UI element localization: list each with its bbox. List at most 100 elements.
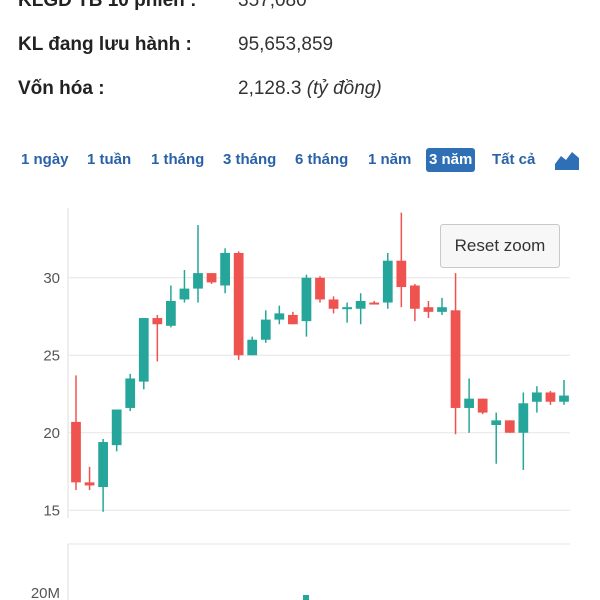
candle: [301, 274, 312, 337]
y-axis-ticks: 15 20 25 30: [43, 270, 60, 520]
y-tick-label: 15: [43, 502, 60, 519]
candle-body: [477, 398, 488, 413]
candle-body: [410, 285, 420, 309]
candle-body: [274, 313, 285, 320]
candle-body: [396, 260, 407, 288]
candle: [206, 273, 217, 284]
range-1-month-button[interactable]: 1 tháng: [151, 151, 205, 168]
candle: [491, 412, 502, 464]
candle: [152, 314, 163, 362]
candle: [423, 301, 434, 319]
candle: [355, 293, 366, 325]
candle: [260, 310, 271, 343]
candle-body: [233, 252, 244, 356]
candle-body: [504, 420, 515, 433]
volume-tick-label: 20M: [31, 585, 60, 600]
candle: [328, 296, 339, 314]
candle-body: [301, 277, 312, 322]
candle: [369, 301, 380, 305]
candle: [138, 318, 149, 390]
candle: [342, 302, 352, 323]
range-selector: 1 ngày 1 tuần 1 tháng 3 tháng 6 tháng 1 …: [14, 148, 600, 174]
candle: [464, 378, 474, 433]
candle: [545, 390, 556, 405]
range-1-year-button[interactable]: 1 năm: [368, 151, 412, 168]
candle-body: [193, 273, 203, 289]
volume-chart[interactable]: 20M: [0, 540, 600, 600]
stat-label: Vốn hóa :: [18, 78, 105, 99]
stat-value: 2,128.3 (tỷ đồng): [238, 74, 382, 104]
candle-body: [437, 307, 447, 312]
candle-body: [423, 307, 434, 312]
y-tick-label: 30: [43, 270, 60, 287]
y-tick-label: 20: [43, 425, 60, 442]
candle-body: [518, 403, 529, 433]
candle: [437, 297, 447, 315]
candle-body: [559, 395, 569, 402]
range-3-months-button[interactable]: 3 tháng: [223, 151, 277, 168]
y-tick-label: 25: [43, 347, 60, 364]
price-chart[interactable]: 15 20 25 30: [0, 190, 600, 530]
range-3-years-button[interactable]: 3 năm: [426, 148, 476, 172]
volume-bar: [303, 595, 309, 600]
candles: [71, 212, 569, 512]
stat-label: KL đang lưu hành :: [18, 34, 192, 55]
candle: [315, 276, 325, 303]
range-all-button[interactable]: Tất cả: [492, 151, 536, 168]
candle: [450, 273, 461, 435]
reset-zoom-button[interactable]: Reset zoom: [440, 224, 560, 268]
candle-body: [260, 319, 271, 340]
candle-body: [84, 482, 95, 486]
candle: [220, 248, 230, 294]
candle-body: [342, 307, 352, 310]
candle-body: [98, 442, 108, 487]
candle-body: [315, 277, 325, 300]
candle: [233, 251, 244, 360]
candle: [477, 398, 488, 415]
candle-body: [382, 260, 393, 303]
candle-body: [464, 398, 474, 408]
candle-body: [355, 301, 366, 309]
market-cap-unit: (tỷ đồng): [306, 78, 382, 99]
candle-body: [166, 301, 176, 326]
candle-body: [220, 252, 230, 286]
candle-body: [125, 378, 136, 408]
candle: [125, 373, 136, 412]
range-1-week-button[interactable]: 1 tuần: [87, 151, 132, 168]
range-6-months-button[interactable]: 6 tháng: [295, 151, 349, 168]
candle-body: [288, 314, 298, 325]
candle: [98, 438, 108, 512]
stat-label: KLGD TB 10 phiên :: [18, 0, 197, 11]
candle-body: [179, 288, 190, 300]
candle: [111, 409, 122, 452]
candle-body: [111, 409, 122, 446]
range-1-day-button[interactable]: 1 ngày: [21, 151, 69, 168]
candle-body: [369, 302, 380, 305]
candle-body: [206, 273, 217, 283]
candle-body: [328, 299, 339, 309]
market-cap-value: 2,128.3: [238, 78, 302, 99]
candle: [288, 311, 298, 325]
candle: [71, 375, 81, 491]
candle: [559, 380, 569, 405]
candle: [532, 386, 542, 413]
candle-body: [450, 310, 461, 408]
candle: [382, 252, 393, 309]
stat-value: 95,653,859: [238, 34, 334, 55]
area-chart-icon[interactable]: [554, 148, 580, 172]
candle: [504, 420, 515, 433]
candle: [396, 212, 407, 308]
candle: [410, 283, 420, 322]
candle: [166, 285, 176, 328]
candle: [179, 270, 190, 303]
stat-value: 357,080: [238, 0, 307, 11]
candle: [274, 305, 285, 325]
candle: [84, 466, 95, 491]
candle-body: [71, 421, 81, 483]
candle: [518, 392, 529, 470]
candle-body: [247, 339, 258, 356]
candle-body: [152, 318, 163, 325]
candle-body: [138, 318, 149, 382]
candle-body: [491, 420, 502, 425]
candle-body: [532, 392, 542, 402]
